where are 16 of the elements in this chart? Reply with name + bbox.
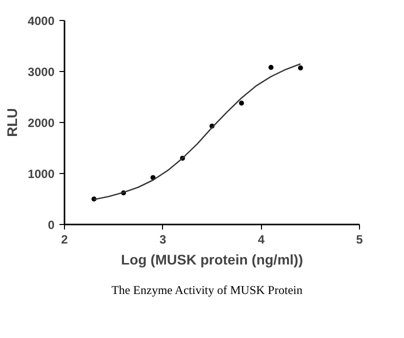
text: The Enzyme Activity of MUSK Protein <box>112 282 302 299</box>
point <box>298 65 303 70</box>
line-series <box>93 63 302 200</box>
x-tick-label: 5 <box>356 232 364 246</box>
y-tick-label: 2000 <box>28 116 55 130</box>
x-tick-label: 3 <box>159 232 166 246</box>
point <box>239 100 244 106</box>
x-tick-label: 4 <box>258 232 265 246</box>
y-axis-title: RLU <box>4 108 20 137</box>
point <box>268 64 274 70</box>
y-tick-label: 4000 <box>28 14 55 28</box>
x-tick-label: 2 <box>61 232 68 246</box>
y-tick-label: 0 <box>48 218 55 232</box>
x-axis-title: Log (MUSK protein (ng/ml)) <box>121 252 303 268</box>
y-tick-label: 1000 <box>28 167 55 181</box>
y-tick-label: 3000 <box>28 65 55 79</box>
